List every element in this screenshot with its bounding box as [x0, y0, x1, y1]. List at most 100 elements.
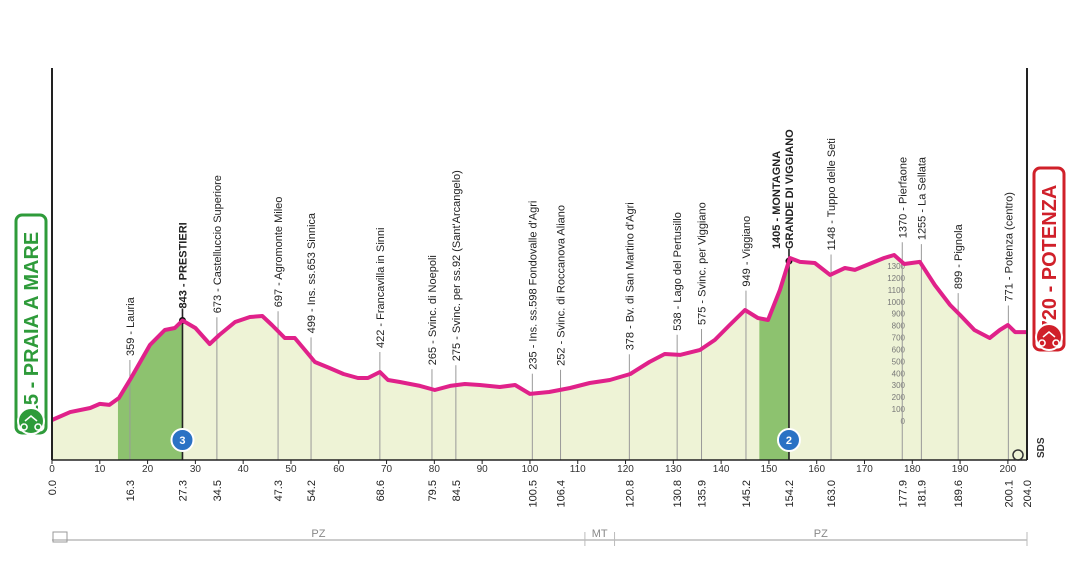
waypoint-label: 235 - Ins. ss.598 Fondovalle d'Agri: [527, 201, 539, 370]
waypoint-km: 200.1: [1003, 480, 1015, 508]
waypoint-label: 499 - Ins. ss.653 Sinnica: [306, 212, 318, 333]
waypoint-label: 275 - Svinc. per ss.92 (Sant'Arcangelo): [451, 170, 463, 361]
sds-icon: [1012, 449, 1024, 461]
x-tick-label: 150: [761, 464, 778, 475]
x-tick-label: 30: [190, 464, 202, 475]
x-tick-label: 90: [477, 464, 489, 475]
x-tick-label: 160: [808, 464, 825, 475]
waypoint-label: 1255 - La Sellata: [916, 156, 928, 240]
waypoint-label: 673 - Castelluccio Superiore: [212, 175, 224, 313]
waypoint-label: 265 - Svinc. di Noepoli: [427, 255, 439, 365]
region-label-bg: [307, 527, 330, 539]
x-tick-label: 50: [285, 464, 297, 475]
y-tick-label: 900: [892, 310, 906, 319]
profile-area: [52, 255, 1027, 460]
start-icon: [17, 407, 45, 435]
waypoint-label: 1148 - Tuppo delle Seti: [826, 138, 838, 250]
x-tick-label: 80: [429, 464, 441, 475]
waypoint-km: 16.3: [125, 480, 137, 501]
waypoint-km: 79.5: [427, 480, 439, 501]
waypoint-km: 34.5: [212, 480, 224, 501]
y-tick-label: 600: [892, 345, 906, 354]
waypoint-km: 84.5: [451, 480, 463, 501]
region-icon: [52, 531, 68, 543]
x-tick-label: 10: [94, 464, 106, 475]
waypoint-label: 422 - Francavilla in Sinni: [375, 228, 387, 348]
waypoint-km: 145.2: [741, 480, 753, 508]
finish-icon: [1035, 323, 1063, 351]
waypoint-km: 130.8: [672, 480, 684, 508]
x-tick-label: 70: [381, 464, 393, 475]
waypoint-km: 54.2: [306, 480, 318, 501]
start-label: 15 - PRAIA A MARE: [21, 232, 43, 416]
region-label-bg: [809, 527, 832, 539]
waypoint-label: 697 - Agromonte Mileo: [273, 197, 285, 308]
x-tick-label: 60: [333, 464, 345, 475]
x-tick-label: 140: [713, 464, 730, 475]
waypoint-km: 120.8: [624, 480, 636, 508]
y-tick-label: 1200: [887, 274, 905, 283]
x-tick-label: 170: [856, 464, 873, 475]
y-tick-label: 300: [892, 381, 906, 390]
y-tick-label: 400: [892, 369, 906, 378]
finish-km: 204.0: [1022, 480, 1034, 508]
waypoint-label: 575 - Svinc. per Viggiano: [697, 202, 709, 325]
y-tick-label: 500: [892, 357, 906, 366]
profile-line: [51, 253, 1027, 422]
region-label: MT: [592, 528, 608, 540]
waypoint-km: 181.9: [916, 480, 928, 508]
x-tick-label: 100: [522, 464, 539, 475]
y-tick-label: 200: [892, 393, 906, 402]
y-tick-label: 0: [901, 417, 906, 426]
x-tick-label: 20: [142, 464, 154, 475]
waypoint-km: 27.3: [177, 480, 189, 501]
finish-label: 720 - POTENZA: [1039, 185, 1061, 332]
waypoint-label: 949 - Viggiano: [741, 216, 753, 287]
waypoint-label: 899 - Pignola: [953, 223, 965, 289]
waypoint-label: 252 - Svinc. di Roccanova Aliano: [556, 205, 568, 366]
y-tick-label: 700: [892, 334, 906, 343]
climb-category: 3: [179, 435, 185, 447]
x-tick-label: 200: [1000, 464, 1017, 475]
climb-badge: [776, 428, 801, 452]
x-tick-label: 130: [665, 464, 682, 475]
footnote: SDS: [1036, 437, 1047, 458]
y-tick-label: 800: [892, 322, 906, 331]
x-tick-label: 120: [617, 464, 634, 475]
waypoint-km: 100.5: [527, 480, 539, 508]
x-tick-label: 180: [904, 464, 921, 475]
waypoint-km: 189.6: [953, 480, 965, 508]
waypoint-label: 538 - Lago del Pertusillo: [672, 212, 684, 331]
climb-badge: [170, 428, 195, 452]
x-tick-label: 110: [570, 464, 586, 475]
region-label: PZ: [814, 528, 828, 540]
finish-bike: [1038, 331, 1060, 347]
waypoint-km: 154.2: [784, 480, 796, 508]
waypoint-label: 359 - Lauria: [125, 296, 137, 356]
y-tick-label: 1000: [887, 298, 905, 307]
waypoint-km: 106.4: [556, 480, 568, 508]
y-tick-label: 1100: [888, 286, 906, 295]
waypoint-label: 843 - PRESTIERI: [177, 222, 189, 308]
region-label: PZ: [311, 528, 325, 540]
waypoint-km: 163.0: [826, 480, 838, 508]
waypoint-km: 177.9: [897, 480, 909, 508]
waypoint-km: 135.9: [697, 480, 709, 508]
y-tick-label: 100: [892, 405, 906, 414]
waypoint-label: GRANDE DI VIGGIANO: [784, 129, 796, 249]
x-tick-label: 40: [238, 464, 250, 475]
waypoint-km: 68.6: [375, 480, 387, 501]
climb-category: 2: [786, 435, 792, 447]
waypoint-label: 771 - Potenza (centro): [1003, 192, 1015, 301]
waypoint-label: 378 - Bv. di San Martino d'Agri: [624, 202, 636, 350]
y-tick-label: 1300: [887, 262, 905, 271]
waypoint-label: 1405 - MONTAGNA: [771, 151, 783, 249]
region-label-bg: [588, 527, 611, 539]
start-km: 0.0: [47, 480, 59, 495]
start-bike: [20, 415, 42, 431]
waypoint-label: 1370 - Pierfaone: [897, 157, 909, 238]
x-tick-label: 0: [49, 464, 55, 475]
waypoint-km: 47.3: [273, 480, 285, 501]
x-tick-label: 190: [952, 464, 969, 475]
